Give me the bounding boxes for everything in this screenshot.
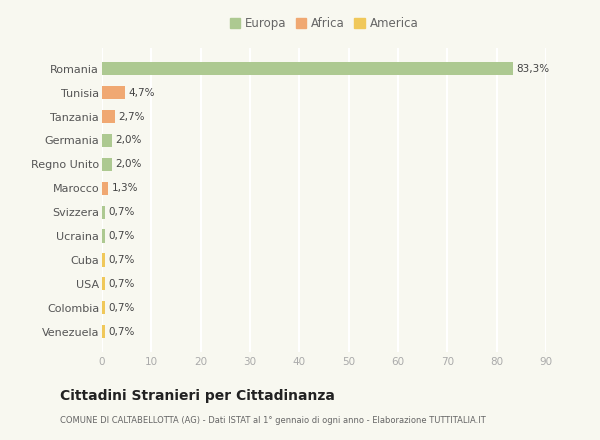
Text: 1,3%: 1,3% <box>112 183 138 193</box>
Bar <box>102 301 106 314</box>
Text: 2,7%: 2,7% <box>118 112 145 121</box>
Text: 2,0%: 2,0% <box>115 159 141 169</box>
Text: 2,0%: 2,0% <box>115 136 141 146</box>
Bar <box>102 325 106 338</box>
Text: 4,7%: 4,7% <box>128 88 155 98</box>
Text: 0,7%: 0,7% <box>109 303 135 313</box>
Bar <box>102 205 106 219</box>
Bar <box>102 62 513 75</box>
Bar <box>102 86 125 99</box>
Bar <box>102 182 109 195</box>
Text: 0,7%: 0,7% <box>109 231 135 241</box>
Text: 0,7%: 0,7% <box>109 207 135 217</box>
Bar <box>102 253 106 267</box>
Text: Cittadini Stranieri per Cittadinanza: Cittadini Stranieri per Cittadinanza <box>60 389 335 403</box>
Bar <box>102 277 106 290</box>
Bar <box>102 230 106 242</box>
Bar <box>102 158 112 171</box>
Bar <box>102 134 112 147</box>
Text: 0,7%: 0,7% <box>109 326 135 337</box>
Bar <box>102 110 115 123</box>
Text: 0,7%: 0,7% <box>109 279 135 289</box>
Text: 0,7%: 0,7% <box>109 255 135 265</box>
Text: COMUNE DI CALTABELLOTTA (AG) - Dati ISTAT al 1° gennaio di ogni anno - Elaborazi: COMUNE DI CALTABELLOTTA (AG) - Dati ISTA… <box>60 416 486 425</box>
Legend: Europa, Africa, America: Europa, Africa, America <box>227 15 421 33</box>
Text: 83,3%: 83,3% <box>516 64 549 74</box>
